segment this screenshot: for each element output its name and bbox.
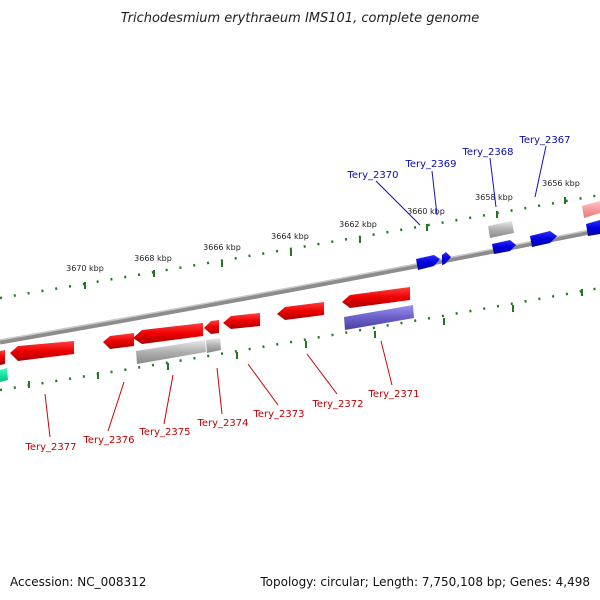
genome-backbone [0, 227, 600, 345]
tick-label: 3662 kbp [339, 220, 377, 229]
leader-tery-2376 [107, 381, 125, 432]
lower-tick-track [0, 286, 600, 392]
map-title: Trichodesmium erythraeum IMS101, complet… [121, 11, 480, 26]
pseudogene-tery-2368[interactable] [488, 221, 514, 238]
leader-tery-2375 [163, 374, 174, 425]
pseudogene-tery-2374[interactable] [206, 338, 221, 353]
upper-tick-track [0, 193, 600, 300]
bottom-label-leaders [44, 340, 393, 438]
gene-label-tery-2370[interactable]: Tery_2370 [346, 170, 398, 181]
gene-tery-2375[interactable] [133, 323, 203, 344]
leader-tery-2367 [534, 145, 547, 198]
gene-tery-2374[interactable] [204, 320, 219, 334]
gene-label-tery-2375[interactable]: Tery_2375 [138, 427, 190, 438]
tick-label: 3666 kbp [203, 243, 241, 252]
accession-text: Accession: NC_008312 [10, 575, 146, 589]
forward-strand-genes [416, 201, 600, 270]
gene-label-tery-2369[interactable]: Tery_2369 [404, 159, 456, 170]
gene-label-tery-2372[interactable]: Tery_2372 [311, 399, 363, 410]
gene-tery-2366-partial[interactable] [586, 220, 600, 236]
gene-label-tery-2367[interactable]: Tery_2367 [518, 135, 570, 146]
leader-tery-2368 [489, 157, 497, 208]
leader-tery-2373 [247, 363, 279, 406]
gene-tery-2367[interactable] [530, 231, 557, 247]
gene-partial-left[interactable] [0, 350, 5, 365]
leader-tery-2374 [216, 367, 223, 415]
gene-tery-2377[interactable] [10, 341, 74, 361]
gene-label-tery-2373[interactable]: Tery_2373 [252, 409, 304, 420]
tick-label: 3658 kbp [475, 193, 513, 202]
pseudogene-tery-2375[interactable] [136, 340, 206, 364]
highlight-gene-tery-2371[interactable] [344, 305, 414, 330]
reverse-strand-genes [0, 287, 414, 382]
gene-tery-2371[interactable] [342, 287, 410, 308]
leader-tery-2370 [375, 180, 421, 226]
gene-tery-2369[interactable] [442, 252, 451, 265]
leader-tery-2371 [380, 340, 393, 386]
tick-label: 3660 kbp [407, 207, 445, 216]
gene-tery-2373[interactable] [223, 313, 260, 329]
gene-label-tery-2371[interactable]: Tery_2371 [367, 389, 419, 400]
tick-label: 3664 kbp [271, 232, 309, 241]
lower-minor-ticks [0, 286, 600, 392]
gene-tery-2376[interactable] [103, 333, 134, 349]
gene-partial-pink[interactable] [582, 201, 600, 218]
tick-label: 3670 kbp [66, 264, 104, 273]
gene-partial-teal[interactable] [0, 368, 8, 382]
top-label-leaders [375, 145, 547, 226]
gene-tery-2372[interactable] [277, 302, 324, 320]
gene-label-tery-2377[interactable]: Tery_2377 [24, 442, 76, 453]
genome-backbone-highlight [0, 227, 600, 341]
genome-info-text: Topology: circular; Length: 7,750,108 bp… [259, 575, 590, 589]
tick-label: 3668 kbp [134, 254, 172, 263]
leader-tery-2372 [306, 353, 338, 395]
gene-label-tery-2376[interactable]: Tery_2376 [82, 435, 134, 446]
gene-tery-2368-arrow[interactable] [492, 240, 516, 254]
leader-tery-2369 [431, 170, 438, 216]
gene-label-tery-2368[interactable]: Tery_2368 [461, 147, 513, 158]
gene-tery-2370[interactable] [416, 255, 440, 270]
tick-label: 3656 kbp [542, 179, 580, 188]
leader-tery-2377 [44, 393, 51, 438]
gene-label-tery-2374[interactable]: Tery_2374 [196, 418, 248, 429]
